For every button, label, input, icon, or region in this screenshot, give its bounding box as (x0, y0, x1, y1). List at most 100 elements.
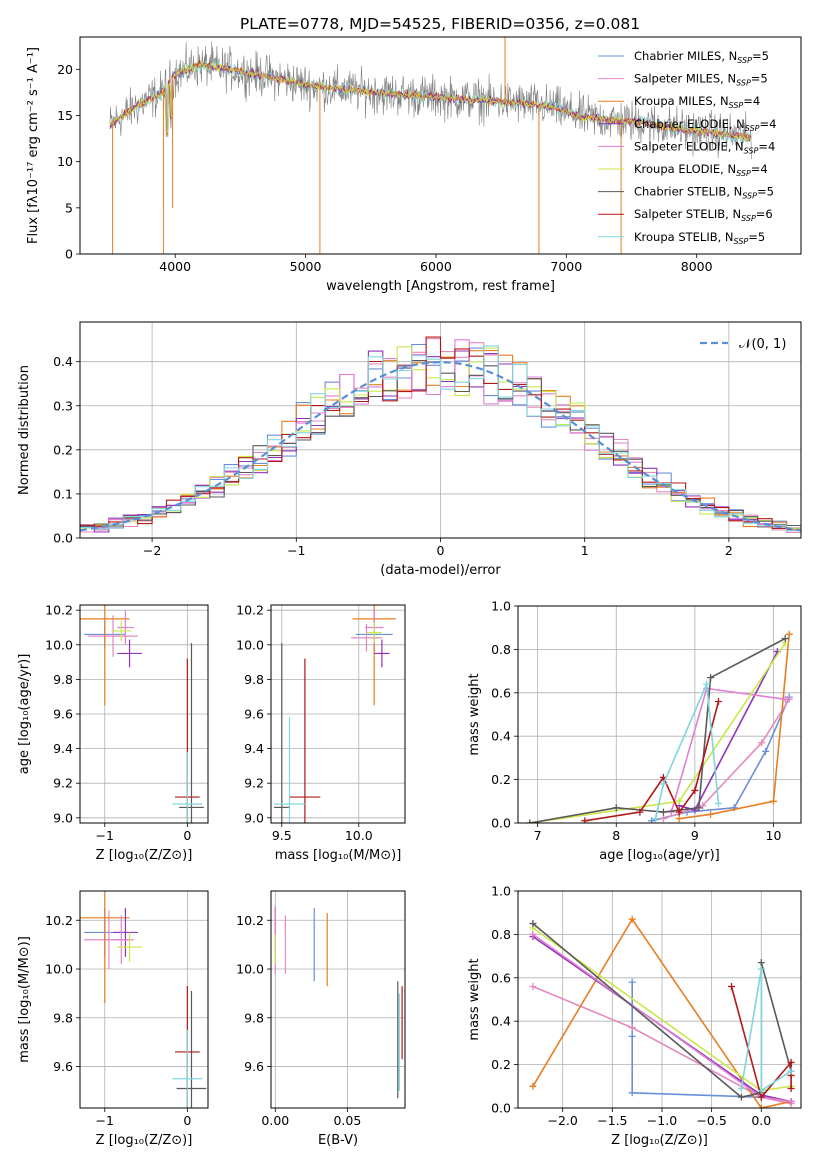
mass_weight_vs_age-plot-area (518, 606, 801, 823)
age_vs_Z-panel: −1 0 9.0 9.2 9.4 9.6 9.8 10.0 10.2 Z [log₁₀(Z/Z⊙)… (17, 603, 209, 863)
line-kroupa_miles (679, 634, 790, 820)
spectrum-xtick-label: 8000 (681, 259, 713, 274)
marker-kroupa_miles (757, 1104, 765, 1108)
age_vs_Z-ytick-label: 9.8 (53, 672, 73, 687)
residuals-xtick-label: 0 (437, 543, 445, 558)
mass_vs_Z-xtick-label: −1 (96, 1113, 114, 1128)
marker-chabrier_stelib (695, 804, 703, 812)
legend-entry-kroupa_stelib: Kroupa STELIB, NSSP=5 (634, 230, 765, 246)
age_vs_mass-ytick-label: 10.2 (236, 603, 264, 618)
residuals-ytick-label: 0.3 (53, 398, 73, 413)
normal-curve (80, 360, 801, 532)
marker-kroupa_miles (785, 630, 793, 638)
residuals-plot-area (80, 322, 801, 538)
marker-salpeter_stelib (727, 982, 735, 990)
spectrum-xtick-label: 5000 (290, 259, 322, 274)
mass_vs_Z-ytick-label: 9.6 (53, 1059, 73, 1074)
mass_weight_vs_age-ytick-label: 0.2 (491, 772, 511, 787)
marker-salpeter_elodie (787, 1097, 795, 1105)
residuals-frame (79, 321, 802, 539)
line-chabrier_stelib (529, 637, 786, 823)
spectrum-ytick-label: 10 (57, 154, 73, 169)
residuals-ytick-label: 0.0 (53, 531, 73, 546)
age_vs_Z-ylabel: age [log₁₀(age/yr)] (17, 654, 32, 775)
mass_weight_vs_Z-ytick-label: 0.4 (491, 1014, 511, 1029)
line-salpeter_stelib (584, 701, 720, 822)
mass_vs_ebv-ytick-label: 10.0 (236, 962, 264, 977)
residuals-xlabel: (data-model)/error (380, 563, 501, 578)
mass_vs_ebv-ytick-label: 9.6 (244, 1059, 264, 1074)
mass_vs_ebv-xtick-label: 0.05 (333, 1113, 361, 1128)
spectrum-plot-area (109, 37, 752, 254)
mass_weight_vs_Z-xtick-label: −2.0 (548, 1113, 578, 1128)
model-spectrum-kroupa_elodie (109, 58, 751, 142)
line-kroupa_stelib (654, 680, 720, 819)
mass_weight_vs_age-ytick-label: 0.6 (491, 685, 511, 700)
marker-kroupa_elodie (675, 797, 683, 805)
mass_weight_vs_age-ytick-label: 0.0 (491, 816, 511, 831)
marker-salpeter_miles (628, 1024, 636, 1032)
marker-salpeter_miles (758, 739, 766, 747)
marker-kroupa_stelib (714, 799, 722, 807)
marker-chabrier_stelib (529, 920, 537, 928)
line-kroupa_elodie (529, 642, 786, 823)
legend-entry-chabrier_miles: Chabrier MILES, NSSP=5 (634, 49, 769, 65)
marker-salpeter_stelib (675, 808, 683, 816)
residuals-xtick-label: −2 (143, 543, 161, 558)
legend-entry-kroupa_elodie: Kroupa ELODIE, NSSP=4 (634, 162, 768, 178)
marker-chabrier_stelib (659, 808, 667, 816)
mass_weight_vs_Z-frame (517, 890, 802, 1109)
spectrum-xtick-label: 4000 (159, 259, 191, 274)
mass_weight_vs_Z-xtick-label: 0.0 (751, 1113, 771, 1128)
age_vs_mass-ytick-label: 9.0 (244, 810, 264, 825)
marker-kroupa_stelib (787, 1067, 795, 1075)
mass_weight_vs_Z-ytick-label: 0.6 (491, 970, 511, 985)
legend-entry-salpeter_miles: Salpeter MILES, NSSP=5 (634, 72, 768, 88)
marker-kroupa_stelib (737, 1084, 745, 1092)
mass_weight_vs_Z-xtick-label: −1.5 (597, 1113, 627, 1128)
spectrum-frame (79, 36, 802, 255)
age_vs_mass-ytick-label: 9.8 (244, 672, 264, 687)
legend-entry-salpeter_stelib: Salpeter STELIB, NSSP=6 (634, 207, 773, 223)
mass_weight_vs_age-xlabel: age [log₁₀(age/yr)] (599, 848, 720, 863)
mass_vs_ebv-frame (270, 890, 406, 1109)
age_vs_mass-panel: 9.5 10.0 9.0 9.2 9.4 9.6 9.8 10.0 10.2 mass [log₁… (236, 603, 406, 863)
age_vs_mass-ytick-label: 9.4 (244, 741, 264, 756)
marker-chabrier_stelib (526, 819, 534, 823)
line-kroupa_miles (532, 917, 792, 1108)
marker-kroupa_stelib (757, 1087, 765, 1095)
marker-chabrier_stelib (707, 674, 715, 682)
mass_weight_vs_age-xtick-label: 8 (612, 828, 620, 843)
mass_weight_vs_Z-xlabel: Z [log₁₀(Z/Z⊙)] (611, 1133, 708, 1148)
mass_vs_ebv-xtick-label: 0.00 (261, 1113, 289, 1128)
age_vs_Z-xlabel: Z [log₁₀(Z/Z⊙)] (96, 848, 193, 863)
mass_weight_vs_Z-ytick-label: 0.2 (491, 1057, 511, 1072)
marker-salpeter_miles (699, 802, 707, 810)
marker-kroupa_stelib (652, 815, 660, 823)
legend-entry-kroupa_miles: Kroupa MILES, NSSP=4 (634, 94, 760, 110)
marker-salpeter_stelib (636, 808, 644, 816)
figure-title: PLATE=0778, MJD=54525, FIBERID=0356, z=0… (240, 15, 640, 33)
marker-kroupa_stelib (757, 965, 765, 973)
mass_vs_Z-ytick-label: 10.0 (45, 962, 73, 977)
residuals-panel: −2 −1 0 1 2 0.0 0.1 0.2 0.3 0.4 (data-model)/error… (17, 321, 802, 578)
marker-salpeter_miles (529, 982, 537, 990)
residuals-ylabel: Normed distribution (17, 365, 32, 495)
spectrum-ylabel: Flux [fλ10⁻¹⁷ erg cm⁻² s⁻¹ A⁻¹] (26, 47, 41, 244)
mass_vs_ebv-plot-area (271, 891, 405, 1108)
marker-chabrier_stelib (737, 1093, 745, 1101)
age_vs_Z-ytick-label: 9.0 (53, 810, 73, 825)
age_vs_mass-ytick-label: 10.0 (236, 637, 264, 652)
mass_weight_vs_age-frame (517, 605, 802, 824)
age_vs_mass-xtick-label: 10.0 (345, 828, 373, 843)
marker-salpeter_elodie (529, 930, 537, 938)
residuals-ytick-label: 0.1 (53, 486, 73, 501)
age_vs_Z-ytick-label: 9.2 (53, 776, 73, 791)
age_vs_mass-frame (270, 604, 406, 824)
age_vs_Z-xtick-label: 0 (183, 828, 191, 843)
age_vs_Z-plot-area (80, 605, 208, 823)
mass_weight_vs_Z-xtick-label: −1.0 (647, 1113, 677, 1128)
mass_vs_Z-ytick-label: 10.2 (45, 913, 73, 928)
spectrum-xtick-label: 6000 (420, 259, 452, 274)
